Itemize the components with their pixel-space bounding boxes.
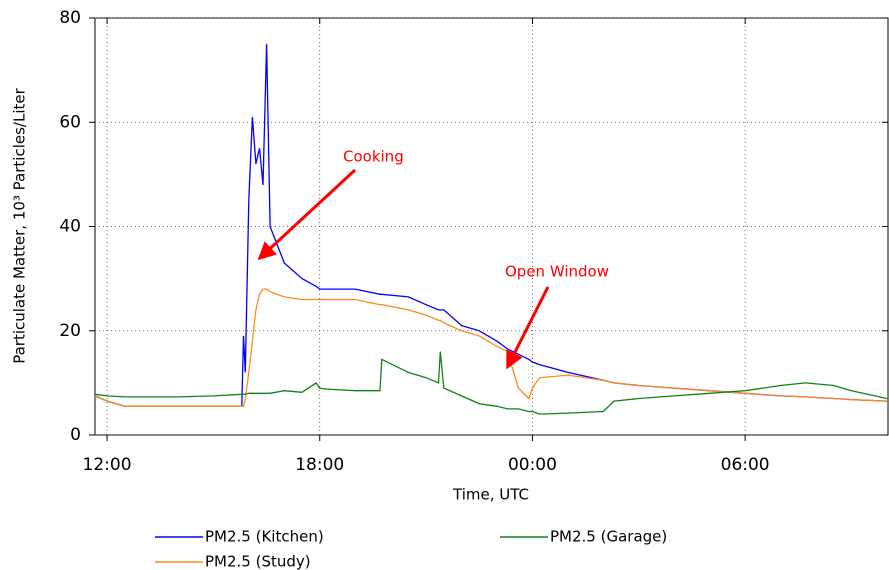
x-tick-label: 06:00	[721, 455, 770, 475]
data-line	[94, 288, 887, 407]
annotation-arrow	[257, 168, 357, 261]
y-axis-title: Particulate Matter, 10³ Particles/Liter	[11, 87, 29, 363]
x-tick-label: 00:00	[508, 455, 557, 475]
annotation: Cooking	[343, 148, 404, 166]
data-line	[94, 44, 887, 407]
y-tick-label: 80	[59, 8, 81, 28]
legend-label: PM2.5 (Garage)	[550, 528, 667, 546]
annotation-arrow	[506, 286, 550, 370]
data-line	[94, 351, 888, 415]
legend-label: PM2.5 (Study)	[205, 553, 311, 570]
x-tick-label: 12:00	[83, 455, 132, 475]
x-axis-title: Time, UTC	[452, 486, 529, 504]
x-tick-label: 18:00	[295, 455, 344, 475]
y-tick-label: 20	[59, 321, 81, 341]
legend-label: PM2.5 (Kitchen)	[205, 528, 324, 546]
grid	[95, 17, 888, 436]
annotation: Open Window	[505, 263, 609, 281]
y-tick-label: 0	[70, 425, 81, 445]
y-tick-label: 60	[59, 112, 81, 132]
y-tick-label: 40	[59, 217, 81, 237]
lines	[94, 44, 888, 415]
